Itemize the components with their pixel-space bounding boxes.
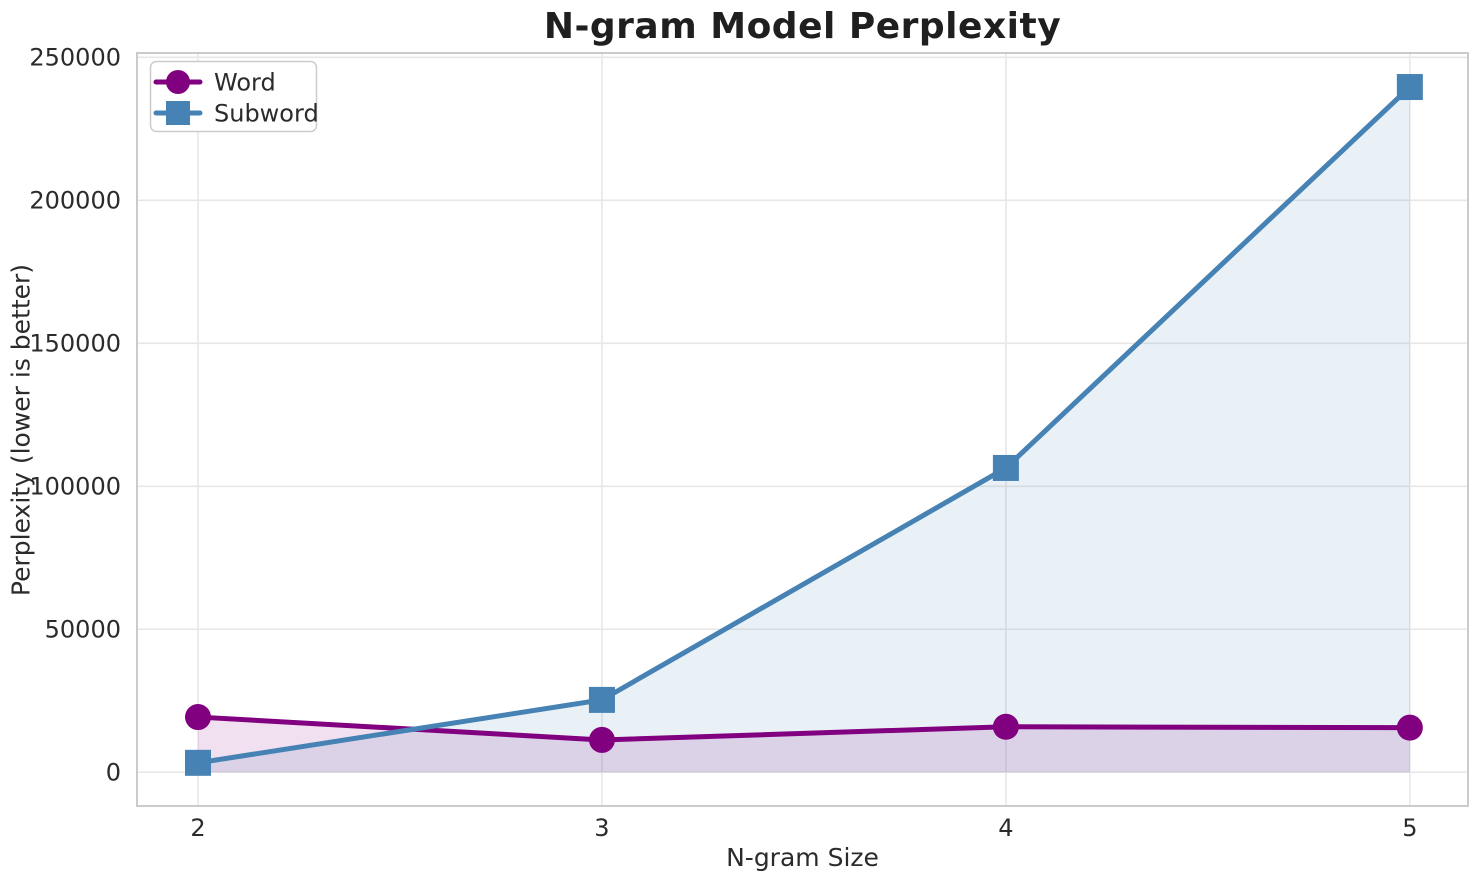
series-line-word [195,714,1413,743]
data-point-word [184,704,211,731]
y-tick-label: 0 [106,759,121,787]
y-tick-label: 200000 [29,187,121,215]
area-fill-word [197,717,1410,773]
y-tick-label: 150000 [29,330,121,358]
data-point-subword [992,454,1019,481]
data-point-word [588,726,615,753]
data-point-subword [1396,74,1423,101]
legend-label: Subword [214,99,319,127]
series-line-subword [195,84,1413,766]
chart-title: N-gram Model Perplexity [543,6,1062,47]
plot-spines [136,52,1469,807]
data-point-subword [184,749,211,776]
legend-label: Word [214,68,276,96]
x-tick-label: 2 [190,814,205,842]
x-tick-label: 3 [594,814,609,842]
x-axis-label: N-gram Size [726,843,879,872]
legend-marker-circle [166,70,190,94]
y-tick-label: 250000 [29,44,121,72]
legend: Word Subword [149,60,319,133]
x-tick-label: 4 [998,814,1013,842]
y-tick-label: 100000 [29,473,121,501]
data-point-word [992,713,1019,740]
legend-marker-square [166,101,190,125]
data-point-subword [588,686,615,713]
data-point-word [1396,714,1423,741]
legend-item-subword: Subword [153,99,319,127]
y-tick-label: 50000 [45,616,121,644]
area-fill-subword [197,87,1410,773]
x-tick-label: 5 [1402,814,1417,842]
legend-item-word: Word [153,68,276,96]
